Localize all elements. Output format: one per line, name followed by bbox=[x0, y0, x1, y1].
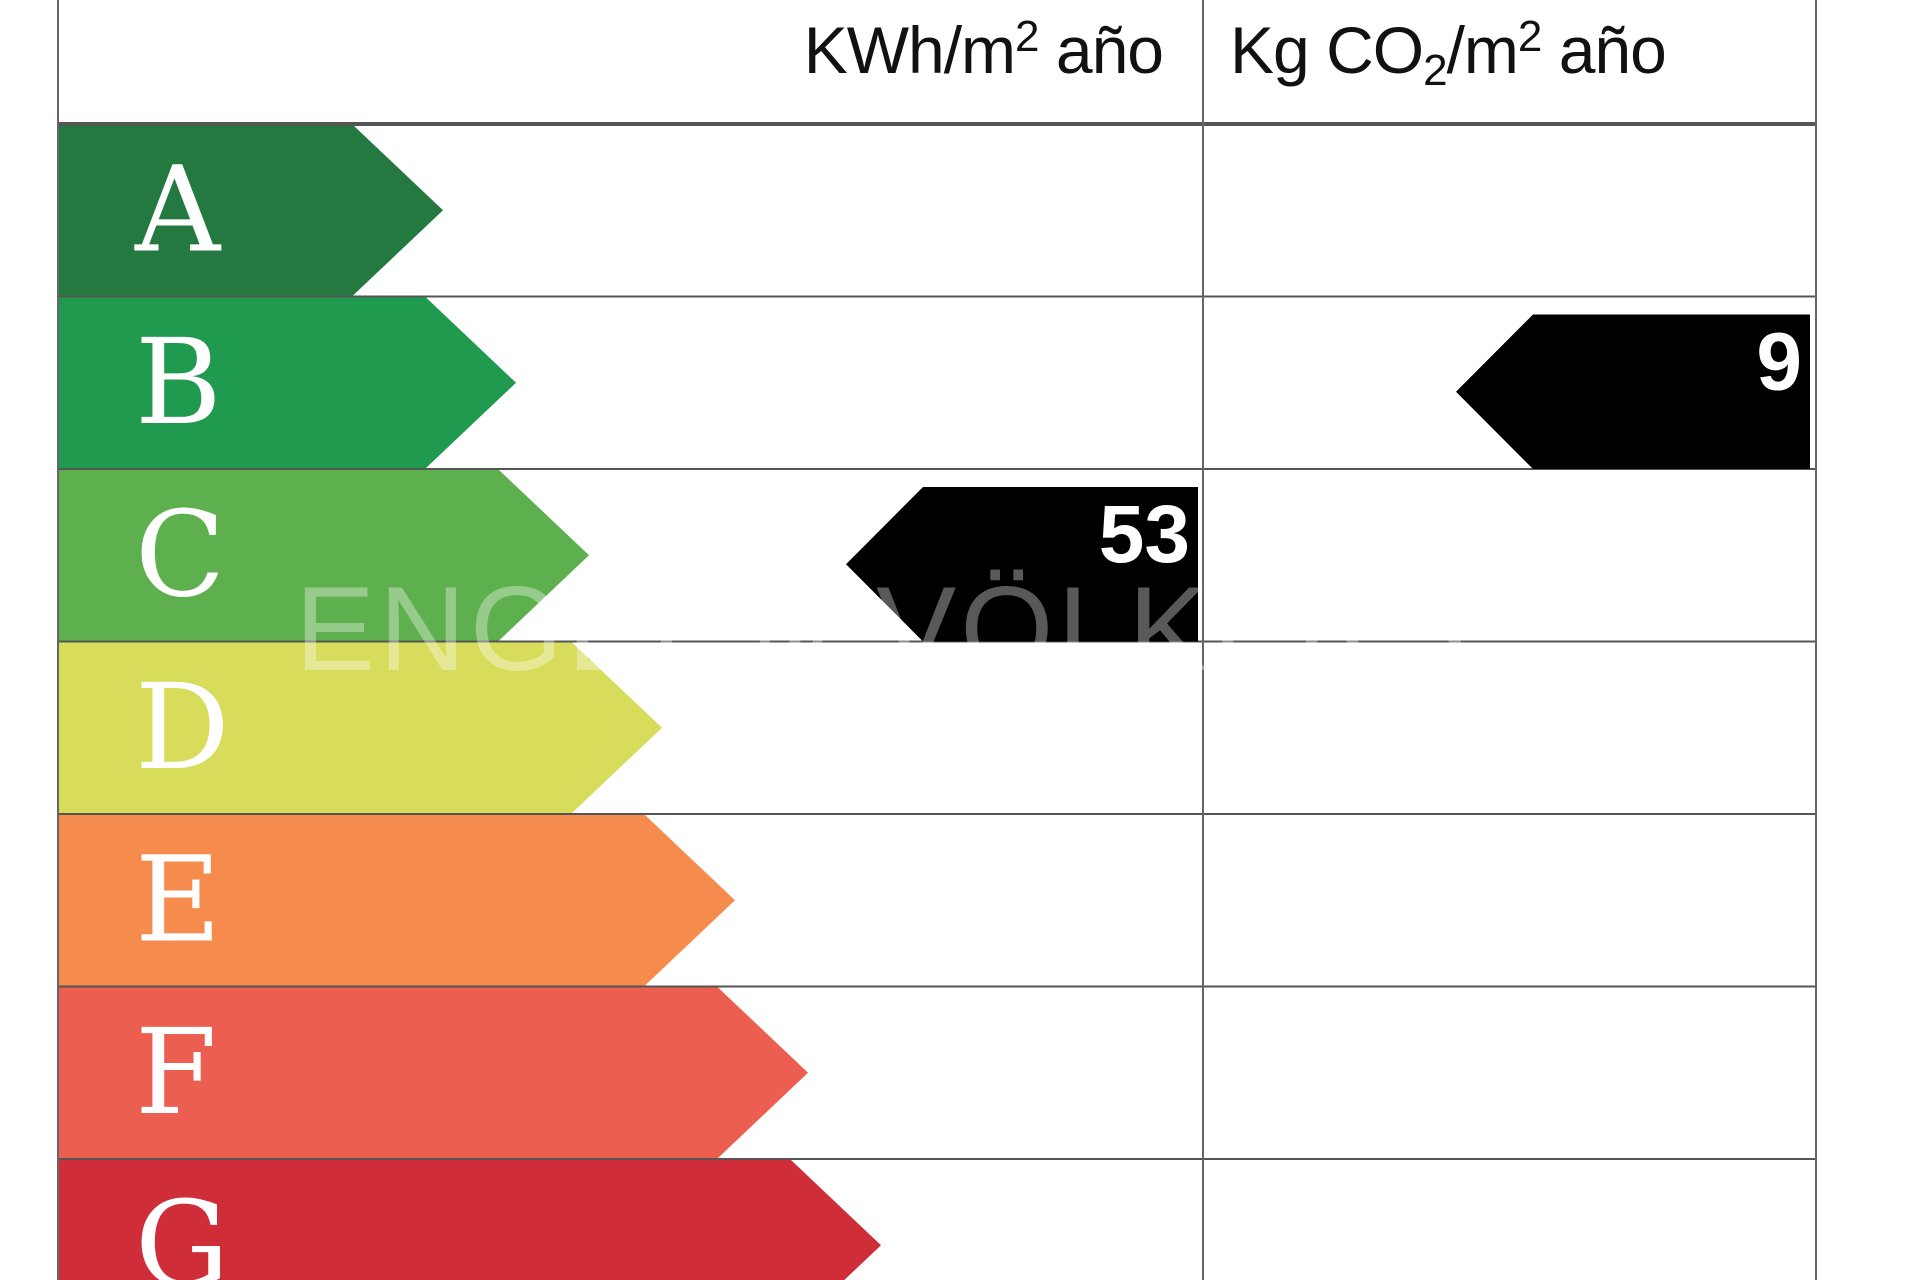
class-letter-a: A bbox=[134, 140, 222, 278]
co2-unit-header: Kg CO2/m2 año bbox=[1230, 12, 1667, 96]
class-letter-e: E bbox=[135, 830, 221, 968]
class-letter-c: C bbox=[135, 485, 225, 623]
energy-unit-sup: 2 bbox=[1015, 12, 1040, 61]
energy-unit-tail: año bbox=[1038, 13, 1164, 87]
class-bar-d bbox=[58, 642, 662, 813]
energy-unit-header: KWh/m2 año bbox=[803, 12, 1164, 88]
class-bar-b bbox=[58, 297, 516, 468]
co2-unit-sup: 2 bbox=[1517, 12, 1543, 61]
class-letter-b: B bbox=[135, 313, 222, 451]
co2-unit-sub: 2 bbox=[1423, 46, 1448, 95]
watermark: ENGEL & VÖLKERS bbox=[295, 562, 1471, 696]
rating-value-co2: 9 bbox=[1756, 317, 1802, 408]
class-bar-f bbox=[58, 987, 808, 1158]
energy-unit-text: KWh/m bbox=[803, 13, 1016, 87]
class-bar-e bbox=[58, 815, 735, 986]
class-bar-a bbox=[58, 125, 443, 296]
rating-indicator-energy bbox=[846, 487, 1198, 642]
co2-unit-mid: /m bbox=[1446, 13, 1519, 87]
rating-value-energy: 53 bbox=[1099, 489, 1190, 580]
co2-unit-text: Kg CO bbox=[1230, 13, 1424, 87]
co2-unit-tail: año bbox=[1541, 13, 1667, 87]
class-letter-d: D bbox=[135, 658, 230, 796]
class-bar-c bbox=[58, 470, 589, 641]
rating-indicator-co2 bbox=[1456, 314, 1810, 469]
class-letter-g: G bbox=[135, 1175, 229, 1280]
class-bar-g bbox=[58, 1160, 881, 1280]
class-letter-f: F bbox=[135, 1003, 217, 1141]
